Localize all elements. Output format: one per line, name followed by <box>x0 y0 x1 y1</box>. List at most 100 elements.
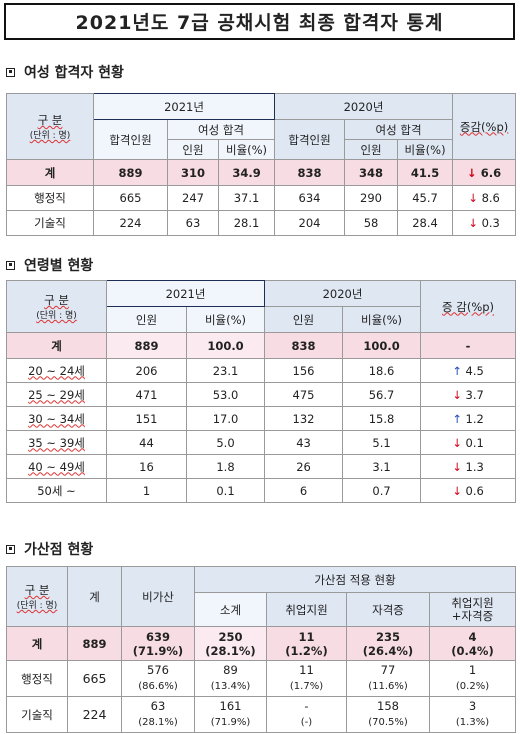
cell-text: 30 ~ 34세 <box>28 411 85 426</box>
cell-text: 63 <box>150 699 166 713</box>
cell-text: 1.2 <box>465 411 484 426</box>
table-cell: 3 (1.3%) <box>429 696 516 733</box>
cell-text: 77 <box>380 663 396 677</box>
header-ratio: 비율(%) <box>185 306 266 333</box>
table-cell: ↓ 0.6 <box>420 478 517 503</box>
table-cell: 5.1 <box>342 430 422 455</box>
header-change: 증감(%p) <box>452 93 517 160</box>
cell-text: (11.6%) <box>368 681 408 692</box>
header-ratio: 비율(%) <box>342 306 422 333</box>
header-non-bonus: 비가산 <box>121 566 195 627</box>
table-cell: 100.0 <box>342 332 422 359</box>
cell-text: (13.4%) <box>210 681 251 692</box>
table-cell: 0.7 <box>342 478 422 503</box>
table-cell: 58 <box>344 210 399 236</box>
arrow-up-icon: ↑ <box>452 363 462 378</box>
table-cell: 1 (0.2%) <box>429 660 516 697</box>
table-cell: 889 <box>67 626 122 661</box>
table-cell: 838 <box>264 332 344 359</box>
table-cell: 89 (13.4%) <box>194 660 267 697</box>
table-cell: 639 (71.9%) <box>121 626 195 661</box>
cell-text: 취업지원 <box>451 595 494 610</box>
table-cell: 41.5 <box>397 159 454 186</box>
cell-text: (28.1%) <box>138 717 178 728</box>
table-row: 계 889 310 34.9 838 348 41.5 ↓ 6.6 <box>6 159 517 186</box>
arrow-down-icon: ↓ <box>452 387 462 402</box>
cell-text: 0.3 <box>481 216 500 230</box>
table-cell: ↑ 1.2 <box>420 406 517 431</box>
header-count: 인원 <box>264 306 344 333</box>
cell-text: 25 ~ 29세 <box>28 387 85 402</box>
cell-text: - <box>304 699 309 713</box>
table-cell: 44 <box>106 430 187 455</box>
cell-text: (71.9%) <box>132 643 184 658</box>
header-subtotal: 소계 <box>194 592 267 627</box>
table-cell: 34.9 <box>217 159 276 186</box>
table-cell: 348 <box>344 159 399 186</box>
table-cell: 665 <box>93 185 168 211</box>
table-cell: 77 (11.6%) <box>346 660 430 697</box>
cell-text: 구 분 <box>37 113 63 127</box>
age-table: 구 분 (단위 : 명) 2021년 2020년 증 감(%p) 인원 비율(%)… <box>6 280 517 503</box>
table-cell: 기술직 <box>6 696 68 733</box>
table-cell: 206 <box>106 358 187 383</box>
table-cell: 224 <box>93 210 168 236</box>
table-cell: 665 <box>67 660 122 697</box>
table-cell: 158 (70.5%) <box>346 696 430 733</box>
table-cell: 132 <box>264 406 344 431</box>
header-gubun: 구 분 (단위 : 명) <box>6 566 68 627</box>
table-row: 행정직 665 247 37.1 634 290 45.7 ↓ 8.6 <box>6 185 517 211</box>
square-bullet-icon <box>6 67 15 77</box>
table-cell: 5.0 <box>185 430 266 455</box>
table-cell: 576 (86.6%) <box>121 660 195 697</box>
table-cell: - (-) <box>266 696 347 733</box>
table-cell: ↓ 6.6 <box>452 159 517 186</box>
cell-text: 3 <box>468 699 477 713</box>
table-cell: 889 <box>93 159 168 186</box>
table-row: 35 ~ 39세 44 5.0 43 5.1 ↓ 0.1 <box>6 430 517 455</box>
table-cell: 25 ~ 29세 <box>6 382 107 407</box>
section-heading-age: 연령별 현황 <box>6 255 93 275</box>
cell-text: 증감(%p) <box>459 119 509 134</box>
table-cell: 161 (71.9%) <box>194 696 267 733</box>
cell-text: 235 <box>375 629 400 644</box>
table-cell: - <box>420 332 517 359</box>
cell-text: 161 <box>219 699 242 713</box>
cell-text: (-) <box>300 717 313 728</box>
table-cell: 계 <box>6 159 94 186</box>
table-cell: 1.8 <box>185 454 266 479</box>
cell-text: 구 분 <box>44 293 69 307</box>
page-title: 2021년도 7급 공채시험 최종 합격자 통계 <box>4 3 515 40</box>
table-cell: 15.8 <box>342 406 422 431</box>
table-cell: 889 <box>106 332 187 359</box>
header-count: 인원 <box>106 306 187 333</box>
table-cell: 3.1 <box>342 454 422 479</box>
table-cell: 행정직 <box>6 185 94 211</box>
cell-text: +자격증 <box>451 608 494 623</box>
table-cell: 11 (1.2%) <box>266 626 347 661</box>
cell-text: (26.4%) <box>362 643 414 658</box>
cell-text: 158 <box>377 699 399 713</box>
table-cell: 290 <box>344 185 399 211</box>
cell-text: 8.6 <box>481 191 500 205</box>
cell-text: 3.7 <box>465 387 484 402</box>
table-cell: 6 <box>264 478 344 503</box>
header-ratio: 비율(%) <box>217 139 276 160</box>
cell-text: 0.1 <box>465 435 484 450</box>
table-cell: ↓ 1.3 <box>420 454 517 479</box>
table-cell: 151 <box>106 406 187 431</box>
cell-text: 35 ~ 39세 <box>28 435 85 450</box>
table-cell: 28.1 <box>217 210 276 236</box>
cell-text: 89 <box>223 663 238 677</box>
table-cell: 11 (1.7%) <box>266 660 347 697</box>
table-cell: 204 <box>274 210 346 236</box>
table-cell: 기술직 <box>6 210 94 236</box>
arrow-down-icon: ↓ <box>467 165 477 180</box>
table-cell: 63 (28.1%) <box>121 696 195 733</box>
table-cell: 100.0 <box>185 332 266 359</box>
table-cell: 838 <box>274 159 346 186</box>
arrow-up-icon: ↑ <box>452 411 462 426</box>
section-heading-female: 여성 합격자 현황 <box>6 62 124 82</box>
table-cell: 43 <box>264 430 344 455</box>
cell-text: 11 <box>298 629 315 644</box>
